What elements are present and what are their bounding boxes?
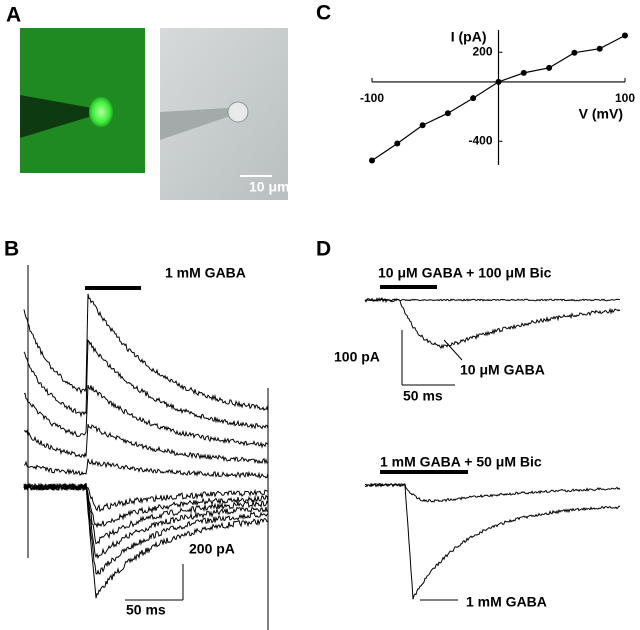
traces [23, 265, 269, 630]
current-trace [364, 298, 621, 302]
y-axis-label: I (pA) [451, 29, 487, 45]
y-tick-label: -400 [468, 133, 492, 147]
data-point [369, 157, 375, 164]
leader-line [443, 339, 463, 361]
panel-label: D [316, 238, 331, 261]
x-axis-label: V (mV) [579, 106, 623, 122]
current-trace [23, 339, 269, 430]
y-tick-label: 200 [472, 44, 492, 58]
stimulus-label: 1 mM GABA + 50 μM Bic [380, 454, 542, 470]
panel-label: A [6, 4, 21, 27]
pipette [160, 108, 230, 140]
data-point [596, 45, 603, 52]
x-tick-label: -100 [360, 91, 384, 105]
data-point [470, 95, 477, 102]
data-point [546, 64, 553, 71]
trace-label: 10 μM GABA [460, 362, 545, 378]
current-trace [23, 293, 269, 412]
x-tick-label: 100 [615, 91, 635, 105]
data-point [520, 69, 527, 76]
scale-label: 50 ms [403, 388, 443, 404]
scale-label: 200 pA [189, 541, 235, 557]
panel-label: C [316, 2, 331, 25]
trace-label: 1 mM GABA [466, 594, 547, 610]
data-point [571, 49, 578, 56]
data-point [394, 140, 401, 147]
stimulus-label: 1 mM GABA [165, 265, 246, 281]
data-point [622, 32, 628, 39]
panel-label: B [4, 238, 19, 261]
traces [364, 297, 621, 600]
current-trace [23, 482, 269, 575]
current-trace [364, 297, 621, 350]
current-trace [23, 482, 269, 529]
current-trace [23, 424, 269, 465]
pipette-shadow [20, 95, 92, 138]
current-trace [23, 482, 269, 513]
current-trace [364, 482, 621, 600]
cell [227, 101, 249, 123]
current-trace [364, 482, 621, 503]
data-point [495, 78, 502, 85]
scale-label: 50 ms [126, 602, 166, 618]
scale-label: 100 pA [334, 349, 380, 365]
data-point [444, 110, 451, 117]
scale-label: 10 μm [249, 179, 289, 195]
data-point [419, 122, 426, 129]
stimulus-label: 10 μM GABA + 100 μM Bic [378, 265, 552, 281]
fluorescent-cell [89, 97, 113, 127]
current-trace [23, 458, 269, 479]
current-trace [23, 385, 269, 449]
